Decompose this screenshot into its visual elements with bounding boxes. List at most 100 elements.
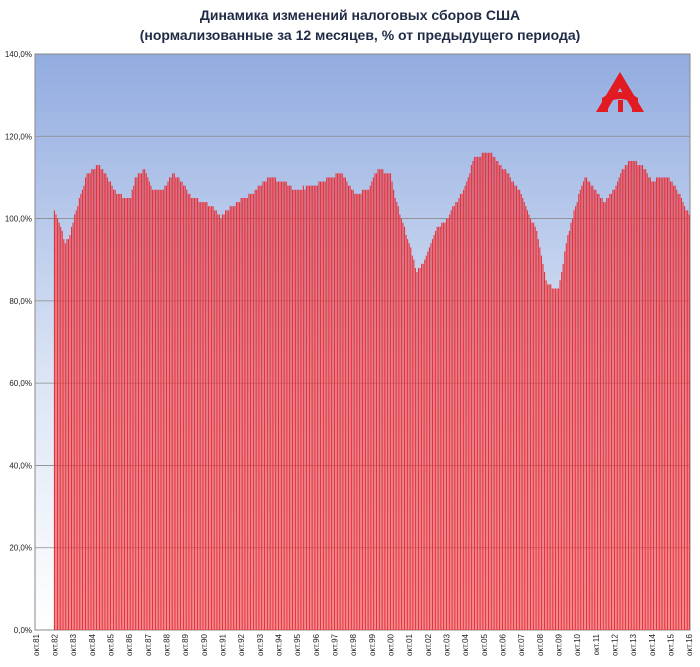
bar xyxy=(251,193,253,630)
x-tick-label: окт.04 xyxy=(461,633,470,655)
bar xyxy=(89,173,91,631)
bar xyxy=(405,235,407,630)
bar xyxy=(111,185,113,630)
bar xyxy=(688,214,690,630)
bar xyxy=(626,165,628,631)
bar xyxy=(491,152,493,630)
bar xyxy=(478,156,480,630)
bar xyxy=(372,177,374,630)
bar xyxy=(260,185,262,630)
bar xyxy=(529,218,532,631)
bar xyxy=(268,177,270,630)
bar xyxy=(389,173,392,631)
bar xyxy=(475,156,477,630)
bar xyxy=(148,181,150,631)
bar xyxy=(273,177,275,630)
bar xyxy=(131,189,133,630)
bar xyxy=(293,189,295,630)
bar xyxy=(455,202,457,630)
bar xyxy=(466,181,468,631)
bar xyxy=(83,185,85,630)
bar xyxy=(377,169,379,630)
bar xyxy=(679,193,681,630)
bar xyxy=(203,202,205,630)
bar xyxy=(393,189,395,630)
bar xyxy=(108,181,110,631)
bar xyxy=(86,173,88,631)
bar xyxy=(445,218,448,631)
bar xyxy=(543,272,546,630)
y-tick-label: 0,0% xyxy=(14,626,32,635)
bar xyxy=(291,189,294,630)
bar xyxy=(139,173,141,631)
bar xyxy=(274,177,276,630)
bar xyxy=(459,193,462,630)
bar xyxy=(528,214,530,630)
bar xyxy=(469,173,471,631)
bar xyxy=(396,202,398,630)
bar xyxy=(197,198,199,630)
bar xyxy=(414,267,416,630)
bar xyxy=(617,181,619,631)
bar xyxy=(386,173,388,631)
bar xyxy=(137,173,140,631)
bar xyxy=(327,177,329,630)
bar xyxy=(427,251,429,630)
bar xyxy=(655,177,658,630)
bar xyxy=(582,181,584,631)
x-tick-label: окт.86 xyxy=(125,633,134,655)
bar xyxy=(285,181,287,631)
bar xyxy=(375,173,378,631)
y-tick-label: 120,0% xyxy=(5,132,32,141)
bar xyxy=(575,206,577,630)
x-tick-label: окт.91 xyxy=(218,633,227,655)
bar xyxy=(682,202,684,630)
bar xyxy=(562,263,564,630)
x-tick-label: окт.12 xyxy=(611,633,620,655)
bar xyxy=(153,189,155,630)
bar xyxy=(341,173,343,631)
bar xyxy=(141,173,143,631)
bar xyxy=(638,165,640,631)
bar xyxy=(634,160,636,630)
bar xyxy=(599,198,602,630)
bar xyxy=(312,185,314,630)
bar xyxy=(301,189,303,630)
bar xyxy=(207,206,210,630)
bar xyxy=(371,181,373,631)
x-tick-label: окт.15 xyxy=(667,633,676,655)
bar xyxy=(276,181,278,631)
bar xyxy=(498,165,500,631)
bar xyxy=(167,181,169,631)
bar xyxy=(240,198,242,630)
bar xyxy=(122,198,124,630)
y-tick-label: 100,0% xyxy=(5,215,32,224)
bar xyxy=(550,284,552,630)
bar xyxy=(403,226,406,631)
bar xyxy=(195,198,197,630)
bar xyxy=(217,214,219,630)
bar xyxy=(576,202,578,630)
bar xyxy=(315,185,317,630)
bar xyxy=(100,169,102,630)
bar xyxy=(245,198,247,630)
bar xyxy=(641,165,644,631)
bar xyxy=(495,160,497,630)
bar xyxy=(646,173,648,631)
bar xyxy=(452,206,454,630)
bar xyxy=(662,177,664,630)
bar xyxy=(640,165,642,631)
bar xyxy=(333,177,336,630)
bar xyxy=(346,181,348,631)
bar xyxy=(142,169,144,630)
bar xyxy=(442,222,444,630)
bar xyxy=(571,218,574,631)
bar xyxy=(243,198,245,630)
bar xyxy=(162,189,164,630)
bar xyxy=(436,226,438,631)
bar xyxy=(114,189,116,630)
bar xyxy=(187,193,189,630)
bar xyxy=(635,160,637,630)
bar xyxy=(206,202,208,630)
bar xyxy=(335,173,337,631)
